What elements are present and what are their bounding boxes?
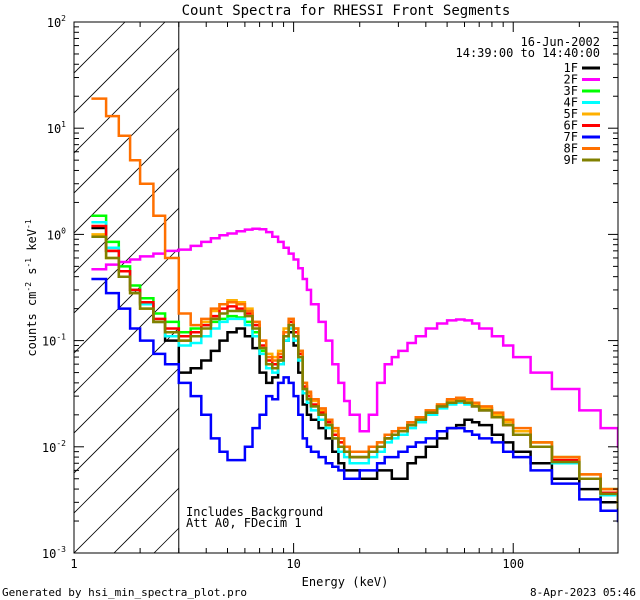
y-tick-label: 10-3	[42, 545, 66, 561]
y-tick-label: 101	[47, 120, 66, 136]
series-2F	[91, 227, 618, 449]
info-date: 16-Jun-2002	[521, 35, 600, 49]
hatch-line	[74, 22, 246, 194]
series-1F	[91, 226, 618, 512]
hatch-line	[74, 22, 166, 114]
axes: 1 10 100 10-3 10-2 10-1 100 101 102	[42, 14, 619, 571]
y-tick-label: 102	[47, 14, 66, 30]
footer-generated-by: Generated by hsi_min_spectra_plot.pro	[2, 586, 247, 599]
chart-title: Count Spectra for RHESSI Front Segments	[182, 3, 511, 19]
legend-label: 5F	[564, 107, 578, 121]
plot-frame	[73, 21, 619, 554]
y-axis-label: counts cm-2 s-1 keV-1	[24, 219, 39, 356]
x-tick-label: 10	[286, 557, 300, 571]
note-background: Includes Background	[186, 505, 323, 519]
legend-label: 1F	[564, 61, 578, 75]
x-tick-label: 1	[70, 557, 77, 571]
legend-label: 4F	[564, 96, 578, 110]
x-axis-label: Energy (keV)	[302, 575, 389, 589]
series-9F	[91, 235, 618, 509]
series-layer	[91, 97, 618, 523]
series-8F	[91, 97, 618, 504]
x-tick-label: 100	[502, 557, 524, 571]
y-tick-label: 10-1	[42, 333, 66, 349]
legend-label: 7F	[564, 130, 578, 144]
y-tick-label: 10-2	[42, 439, 66, 455]
legend-label: 6F	[564, 119, 578, 133]
legend-label: 9F	[564, 153, 578, 167]
note-attenuator: Att A0, FDecim 1	[186, 516, 302, 530]
footer-timestamp: 8-Apr-2023 05:46	[530, 586, 636, 599]
legend-label: 8F	[564, 142, 578, 156]
y-tick-label: 100	[47, 226, 66, 242]
legend-label: 3F	[564, 84, 578, 98]
hatch-line	[74, 22, 206, 154]
legend-label: 2F	[564, 73, 578, 87]
series-7F	[91, 277, 618, 523]
info-time-range: 14:39:00 to 14:40:00	[456, 46, 601, 60]
